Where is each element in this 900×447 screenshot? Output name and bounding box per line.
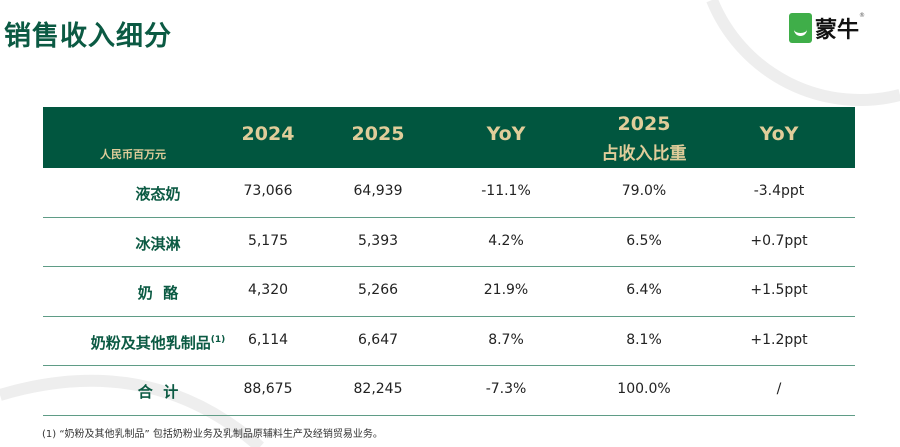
cell-share_yoy: -3.4ppt [753, 183, 805, 199]
col-2025: 2025 [351, 123, 405, 145]
cell-v2024: 73,066 [243, 183, 293, 199]
cell-share: 79.0% [621, 183, 667, 199]
cell-v2025: 64,939 [353, 183, 403, 199]
unit-label: 人民币百万元 [100, 148, 166, 161]
table-row: 合 计 88,675 82,245 -7.3% 100.0% / [43, 366, 855, 416]
row-label: 奶 酪 [43, 282, 273, 303]
table-row: 奶 酪 4,320 5,266 21.9% 6.4% +1.5ppt [43, 267, 855, 317]
table-row: 冰淇淋 5,175 5,393 4.2% 6.5% +0.7ppt [43, 218, 855, 267]
table-header: 人民币百万元 2024 2025 YoY 2025 占收入比重 YoY [43, 107, 855, 168]
row-label: 奶粉及其他乳制品(1) [43, 332, 273, 353]
page-title: 销售收入细分 [4, 21, 172, 52]
row-label-text: 奶 酪 [137, 284, 179, 302]
logo-mark-icon [789, 13, 812, 43]
cell-yoy: -7.3% [485, 381, 527, 397]
col-yoy: YoY [486, 123, 526, 145]
cell-share_yoy: +1.2ppt [750, 331, 808, 348]
cell-v2025: 82,245 [353, 381, 403, 397]
row-label-text: 奶粉及其他乳制品 [90, 333, 211, 352]
cell-v2024: 4,320 [247, 282, 289, 298]
cell-v2024: 5,175 [247, 232, 289, 249]
cell-share: 6.5% [626, 232, 662, 249]
col-share-year: 2025 [617, 113, 671, 135]
cell-v2024: 88,675 [243, 381, 293, 397]
registered-mark: ® [859, 12, 866, 19]
cell-yoy: 4.2% [488, 232, 524, 249]
mengniu-logo: 蒙牛 ® [789, 12, 865, 44]
col-2024: 2024 [241, 123, 295, 145]
col-share-label: 占收入比重 [601, 144, 687, 164]
col-share-yoy: YoY [759, 123, 799, 145]
cell-share_yoy: / [776, 381, 782, 397]
table-row: 液态奶 73,066 64,939 -11.1% 79.0% -3.4ppt [43, 168, 855, 218]
row-label-text: 合 计 [137, 383, 179, 401]
row-label: 合 计 [43, 381, 273, 402]
cell-share: 6.4% [626, 282, 662, 298]
row-label: 冰淇淋 [43, 233, 273, 254]
cell-v2024: 6,114 [247, 331, 289, 348]
cell-v2025: 5,266 [357, 282, 399, 298]
cell-yoy: -11.1% [481, 183, 531, 199]
logo-text: 蒙牛 [815, 18, 860, 43]
row-label-text: 冰淇淋 [135, 234, 181, 253]
row-label-text: 液态奶 [135, 185, 181, 203]
cell-v2025: 5,393 [357, 232, 399, 249]
footnote: (1) “奶粉及其他乳制品” 包括奶粉业务及乳制品原辅料生产及经销贸易业务。 [42, 429, 383, 440]
row-label: 液态奶 [43, 183, 273, 204]
footnote-ref: (1) [210, 334, 226, 345]
table-row: 奶粉及其他乳制品(1) 6,114 6,647 8.7% 8.1% +1.2ppt [43, 317, 855, 366]
cell-share: 100.0% [617, 381, 671, 397]
cell-yoy: 21.9% [483, 282, 529, 298]
sales-revenue-table: 人民币百万元 2024 2025 YoY 2025 占收入比重 YoY 液态奶 7… [43, 107, 855, 416]
cell-share_yoy: +0.7ppt [750, 232, 808, 249]
cell-v2025: 6,647 [357, 331, 399, 348]
cell-share: 8.1% [626, 331, 662, 348]
cell-yoy: 8.7% [488, 331, 524, 348]
cell-share_yoy: +1.5ppt [750, 282, 808, 298]
